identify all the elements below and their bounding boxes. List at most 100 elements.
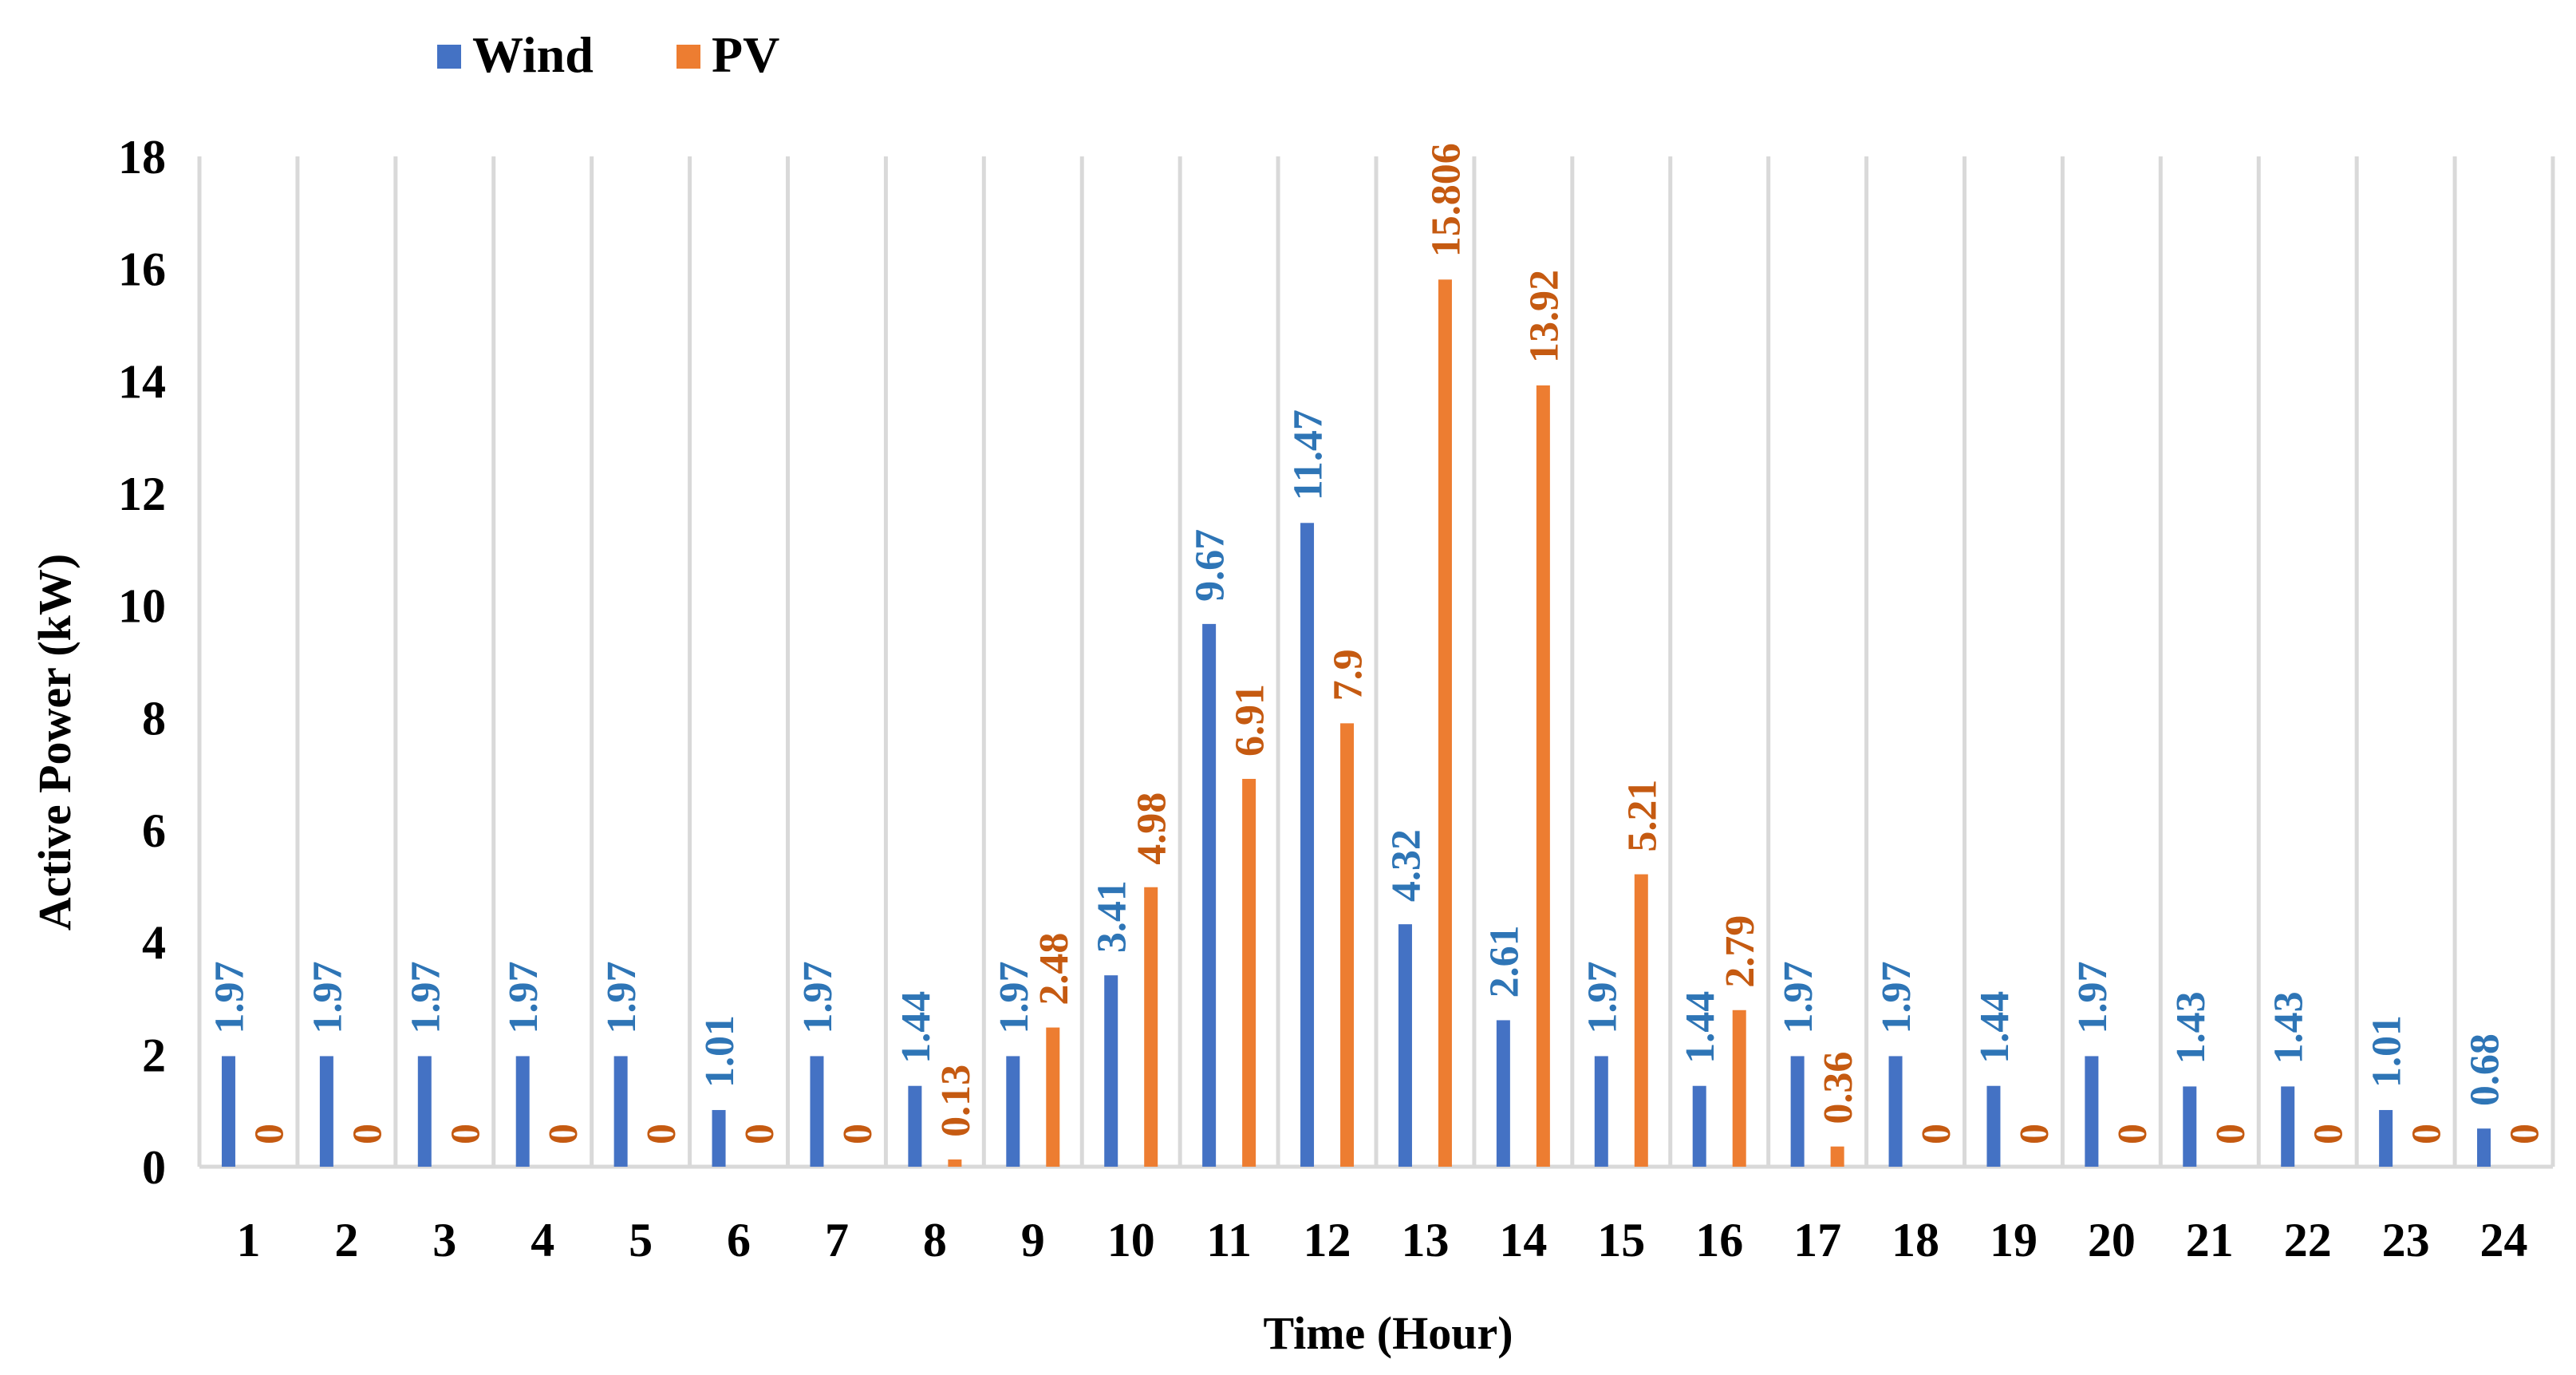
wind-bar	[221, 1056, 235, 1167]
x-tick-label: 23	[2382, 1214, 2430, 1266]
wind-bar	[1888, 1056, 1903, 1167]
x-tick-label: 16	[1695, 1214, 1743, 1266]
pv-data-label: 0	[443, 1124, 488, 1144]
wind-data-label: 1.97	[403, 961, 448, 1033]
wind-bar	[712, 1109, 726, 1167]
pv-bar	[1732, 1010, 1746, 1167]
y-axis-title: Active Power (kW)	[29, 554, 81, 930]
wind-bar	[417, 1056, 432, 1167]
wind-bar	[908, 1085, 922, 1167]
pv-bar	[948, 1159, 962, 1167]
wind-data-label: 1.43	[2168, 991, 2214, 1064]
legend-label: PV	[712, 26, 779, 83]
wind-bar	[810, 1056, 824, 1167]
wind-data-label: 1.97	[2070, 961, 2116, 1033]
wind-data-label: 1.97	[1776, 961, 1821, 1033]
x-tick-label: 13	[1401, 1214, 1449, 1266]
wind-data-label: 9.67	[1188, 529, 1233, 602]
pv-data-label: 0	[835, 1124, 881, 1144]
pv-bar	[1242, 778, 1256, 1167]
wind-data-label: 1.97	[1580, 961, 1625, 1033]
pv-data-label: 0	[737, 1124, 783, 1144]
wind-bar	[515, 1056, 530, 1167]
pv-bar	[1144, 887, 1158, 1167]
x-tick-label: 5	[629, 1214, 653, 1266]
wind-data-label: 1.97	[501, 961, 546, 1033]
x-tick-label: 21	[2186, 1214, 2234, 1266]
x-tick-label: 22	[2284, 1214, 2332, 1266]
wind-bar	[1496, 1020, 1510, 1167]
x-tick-label: 12	[1304, 1214, 1351, 1266]
pv-data-label: 0	[2503, 1124, 2548, 1144]
wind-data-label: 1.43	[2266, 991, 2312, 1064]
x-tick-label: 19	[1990, 1214, 2038, 1266]
wind-data-label: 1.97	[992, 961, 1037, 1033]
bars	[221, 279, 2491, 1168]
x-tick-label: 2	[334, 1214, 358, 1266]
wind-data-label: 4.32	[1383, 829, 1429, 902]
wind-data-label: 1.44	[1972, 991, 2018, 1064]
pv-data-label: 0	[345, 1124, 390, 1144]
wind-bar	[1986, 1085, 2001, 1167]
pv-data-label: 0	[2306, 1124, 2352, 1144]
wind-data-label: 1.97	[305, 961, 350, 1033]
pv-bar	[1340, 723, 1355, 1167]
pv-bar	[1830, 1146, 1844, 1167]
pv-data-label: 0.36	[1816, 1052, 1861, 1124]
pv-data-label: 2.79	[1718, 915, 1763, 988]
wind-bar	[319, 1056, 333, 1167]
wind-bar	[2183, 1086, 2197, 1167]
wind-bar	[1692, 1085, 1706, 1167]
wind-data-label: 2.61	[1481, 925, 1527, 998]
pv-data-label: 0	[639, 1124, 684, 1144]
pv-data-label: 2.48	[1032, 933, 1077, 1006]
y-tick-label: 8	[142, 692, 166, 745]
y-tick-label: 0	[142, 1141, 166, 1194]
wind-bar	[2281, 1086, 2295, 1167]
wind-bar	[1104, 975, 1118, 1167]
pv-data-label: 0.13	[933, 1065, 979, 1137]
pv-data-label: 0	[541, 1124, 586, 1144]
y-tick-label: 16	[118, 243, 166, 296]
x-tick-label: 18	[1892, 1214, 1939, 1266]
x-tick-label: 14	[1499, 1214, 1547, 1266]
wind-data-label: 1.97	[795, 961, 841, 1033]
y-tick-label: 4	[142, 917, 166, 970]
x-tick-label: 17	[1793, 1214, 1841, 1266]
wind-bar	[2379, 1109, 2393, 1167]
y-tick-label: 10	[118, 580, 166, 633]
x-tick-label: 15	[1597, 1214, 1645, 1266]
y-tick-label: 18	[118, 131, 166, 184]
x-tick-label: 20	[2088, 1214, 2136, 1266]
pv-data-label: 7.9	[1326, 649, 1371, 701]
wind-bar	[1202, 623, 1217, 1167]
pv-data-label: 0	[1914, 1124, 1959, 1144]
legend-swatch	[437, 45, 461, 69]
y-tick-label: 6	[142, 804, 166, 857]
axes: Active Power (kW) Time (Hour) 0246810121…	[29, 131, 2528, 1359]
legend-label: Wind	[472, 26, 594, 83]
wind-data-label: 11.47	[1286, 409, 1331, 500]
x-tick-label: 9	[1021, 1214, 1045, 1266]
pv-data-label: 6.91	[1228, 684, 1273, 757]
pv-data-label: 13.92	[1521, 270, 1567, 363]
x-tick-label: 1	[236, 1214, 260, 1266]
legend: Wind PV	[437, 26, 779, 83]
gridlines	[197, 156, 2555, 1169]
pv-data-label: 0	[2012, 1124, 2057, 1144]
pv-data-label: 5.21	[1619, 780, 1665, 852]
y-tick-label: 2	[142, 1029, 166, 1081]
wind-bar	[1594, 1056, 1608, 1167]
pv-data-label: 15.806	[1423, 143, 1469, 257]
wind-bar	[2477, 1128, 2491, 1167]
pv-bar	[1046, 1027, 1060, 1167]
x-tick-label: 4	[531, 1214, 554, 1266]
x-tick-label: 3	[432, 1214, 456, 1266]
x-tick-label: 24	[2480, 1214, 2528, 1266]
y-tick-label: 14	[118, 355, 166, 408]
wind-bar	[1398, 924, 1412, 1167]
wind-bar	[1006, 1056, 1020, 1167]
pv-data-label: 0	[247, 1124, 292, 1144]
